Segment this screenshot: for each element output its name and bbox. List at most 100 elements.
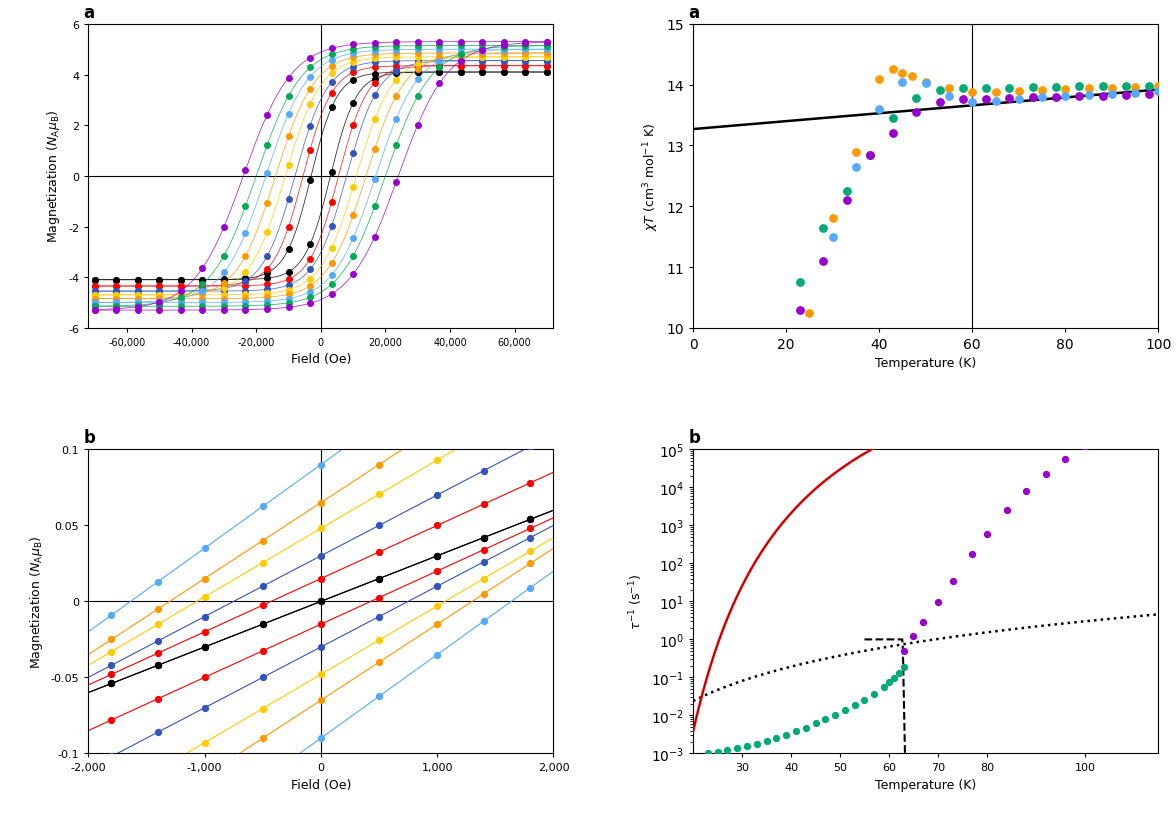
Point <box>107 285 126 298</box>
Point <box>102 645 121 658</box>
Point <box>516 60 535 73</box>
Point <box>776 729 795 742</box>
Point <box>408 44 427 57</box>
Point <box>883 113 902 126</box>
Point <box>193 287 212 301</box>
Point <box>312 732 330 745</box>
Point <box>537 44 556 57</box>
Point <box>893 67 911 80</box>
Point <box>236 250 255 263</box>
Point <box>301 291 320 305</box>
Point <box>301 272 320 286</box>
Point <box>452 47 470 60</box>
Point <box>195 590 214 604</box>
Point <box>428 375 447 388</box>
Point <box>214 279 233 292</box>
Point <box>149 285 168 298</box>
Point <box>474 426 493 440</box>
Point <box>408 58 427 71</box>
Point <box>172 288 191 301</box>
Point <box>107 280 126 293</box>
Point <box>148 647 167 660</box>
Point <box>343 250 362 263</box>
Point <box>369 572 388 585</box>
Point <box>301 144 320 157</box>
Point <box>1080 89 1098 103</box>
Point <box>977 82 996 95</box>
Point <box>1056 90 1075 104</box>
Point <box>1036 468 1055 481</box>
Point <box>1017 485 1036 498</box>
Point <box>428 550 447 563</box>
Y-axis label: $\chi T$ (cm$^3$ mol$^{-1}$ K): $\chi T$ (cm$^3$ mol$^{-1}$ K) <box>641 123 661 231</box>
Point <box>474 556 493 569</box>
Point <box>1125 81 1144 94</box>
Point <box>537 36 556 50</box>
Point <box>408 66 427 79</box>
Point <box>893 76 911 89</box>
Point <box>102 609 121 622</box>
Point <box>102 633 121 647</box>
Point <box>495 44 514 57</box>
Point <box>149 280 168 293</box>
Point <box>85 304 103 317</box>
Point <box>236 285 255 298</box>
Point <box>495 60 514 73</box>
Point <box>214 285 233 298</box>
Point <box>1056 83 1075 96</box>
Point <box>343 74 362 87</box>
Point <box>85 280 103 293</box>
Point <box>128 292 147 306</box>
Point <box>430 78 449 91</box>
Point <box>343 119 362 132</box>
Point <box>883 128 902 141</box>
Point <box>172 292 191 306</box>
Point <box>473 43 492 56</box>
Point <box>516 66 535 79</box>
Point <box>387 90 406 104</box>
Point <box>195 572 214 585</box>
Point <box>430 62 449 75</box>
Point <box>193 296 212 310</box>
Point <box>846 698 864 711</box>
Point <box>366 37 385 51</box>
Point <box>128 289 147 302</box>
Point <box>387 36 406 50</box>
Point <box>430 66 449 79</box>
Point <box>452 44 470 57</box>
Point <box>301 71 320 84</box>
Point <box>172 274 191 287</box>
Point <box>428 565 447 578</box>
Point <box>473 47 492 60</box>
Point <box>366 68 385 81</box>
Point <box>387 176 406 190</box>
Point <box>193 284 212 297</box>
Point <box>521 513 540 527</box>
Point <box>128 301 147 314</box>
Point <box>193 286 212 300</box>
Point <box>430 60 449 74</box>
Point <box>987 86 1005 99</box>
Point <box>916 78 935 91</box>
Point <box>258 267 276 281</box>
Point <box>85 289 103 302</box>
Point <box>128 299 147 312</box>
Point <box>516 47 535 60</box>
Point <box>148 692 167 705</box>
Point <box>172 304 191 317</box>
Point <box>301 286 320 299</box>
Point <box>253 732 272 745</box>
Point <box>823 231 842 244</box>
Point <box>148 763 167 777</box>
Point <box>107 293 126 306</box>
Point <box>258 197 276 210</box>
Point <box>322 196 341 209</box>
Point <box>107 303 126 316</box>
Point <box>312 572 330 585</box>
Point <box>473 55 492 68</box>
Point <box>369 546 388 559</box>
Point <box>516 51 535 65</box>
Point <box>521 513 540 527</box>
Point <box>537 60 556 73</box>
Point <box>823 213 842 226</box>
